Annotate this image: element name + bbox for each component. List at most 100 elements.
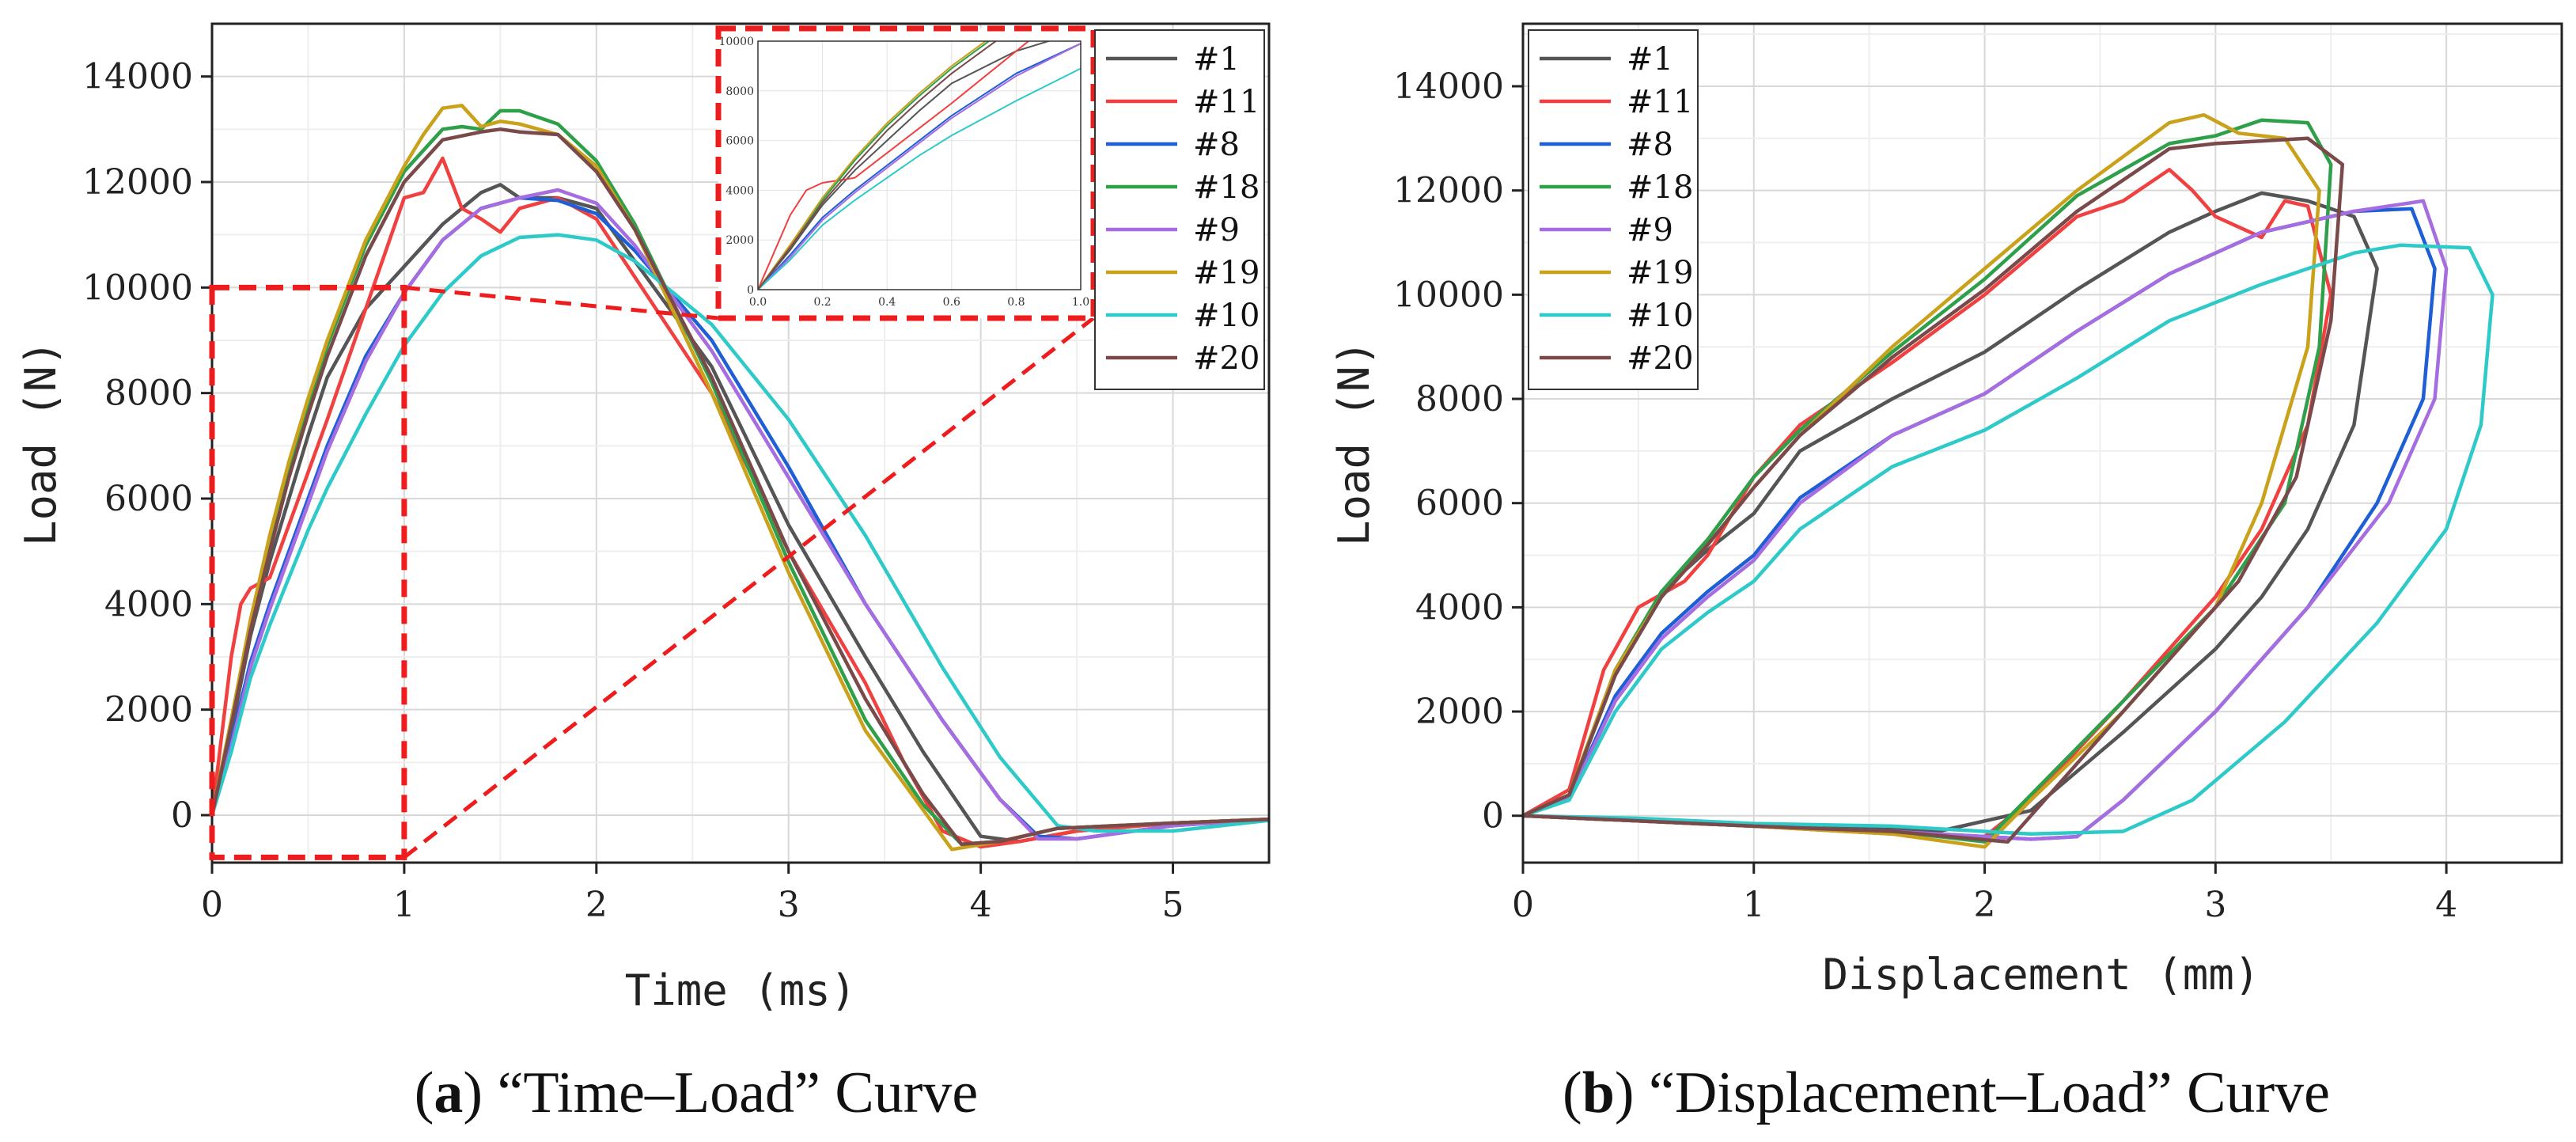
caption-b-text: “Displacement–Load” Curve [1635,1060,2330,1125]
panel-a-legend-label-n18: #18 [1193,169,1260,206]
caption-a: (a) “Time–Load” Curve [415,1060,978,1125]
panel-b-series [1521,112,2495,849]
panel-b-legend: #1 #11 #8 #18 #9 #19 #10 #20 [1528,29,1699,390]
panel-b-legend-box [1528,29,1699,390]
panel-a-inset-xtick-label: 1.0 [1072,296,1089,309]
panel-a-inset-series-n8 [758,43,1081,290]
panel-a-series-n9 [210,188,1270,841]
panel-a-xtick-label: 2 [585,885,608,925]
panel-a-inset-xtick-label: 0.6 [943,296,960,309]
panel-a-series-n19 [210,104,1270,852]
panel-a-ytick-label: 4000 [104,584,193,624]
panel-a-legend-label-n20: #20 [1193,340,1260,377]
panel-b-series-n18 [1522,118,2333,844]
panel-a-legend-label-n1: #1 [1193,41,1240,78]
panel-a-inset-bg [718,28,1093,318]
panel-b-ticks: 0 1 2 3 4 0 2000 4000 6000 8000 10000 12000 14000 [1393,66,2457,925]
panel-a-inset-ytick-label: 2000 [725,234,754,247]
panel-a-inset-series [758,41,1081,290]
panel-a-zoom-connector [403,285,719,321]
panel-a-legend: #1 #11 #8 #18 #9 #19 #10 #20 [1094,29,1265,390]
panel-a-legend-label-n11: #11 [1193,84,1260,120]
panel-b-xtick-label: 2 [1974,885,1996,925]
panel-a-inset-xtick-label: 0.0 [749,296,767,309]
panel-a-inset-series-n11 [758,41,1030,290]
panel-b-ytick-label: 8000 [1415,379,1504,419]
panel-a-inset-ytick-label: 8000 [725,85,754,98]
panel-a-series [210,104,1270,852]
panel-b-displacement-load: 0 1 2 3 4 0 2000 4000 6000 8000 10000 12000 14000 #1… [1329,22,2563,1000]
caption-a-text: “Time–Load” Curve [483,1060,978,1125]
panel-b-legend-label-n20: #20 [1627,340,1693,377]
panel-b-ylabel: Load (N) [1329,340,1379,546]
panel-b-legend-label-n18: #18 [1627,169,1693,206]
panel-a-inset: 0.0 0.2 0.4 0.6 0.8 1.0 0 2000 4000 6000 8000 10000 [715,25,1097,321]
panel-a-ytick-label: 6000 [104,479,193,519]
panel-a-legend-box [1094,29,1265,390]
panel-a-legend-label-n19: #19 [1193,255,1260,291]
panel-a-xlabel: Time (ms) [625,966,857,1015]
panel-a-inset-series-n20 [758,41,998,290]
panel-a-legend-label-n10: #10 [1193,298,1260,334]
panel-a-legend-label-n9: #9 [1193,212,1240,249]
panel-a-zoom-box [209,284,407,860]
panel-a-inset-border [715,25,1097,321]
panel-b-ytick-label: 4000 [1415,587,1504,628]
panel-b-xtick-label: 0 [1512,885,1534,925]
panel-a-ytick-label: 0 [171,795,193,836]
panel-b-ytick-label: 0 [1482,796,1504,837]
panel-b-ytick-label: 2000 [1415,692,1504,732]
panel-b-xtick-label: 4 [2435,885,2457,925]
caption-b-letter: b [1582,1060,1615,1125]
panel-b-legend-label-n1: #1 [1627,41,1673,78]
panel-a-inset-xtick-label: 0.2 [813,296,831,309]
panel-b-ytick-label: 14000 [1393,66,1504,107]
panel-a-zoom-connector [403,317,1095,859]
panel-b-ytick-label: 10000 [1393,275,1504,315]
panel-b-legend-label-n19: #19 [1627,255,1693,291]
panel-a-inset-ytick-label: 0 [747,284,754,297]
panel-a-series-n20 [210,127,1270,846]
panel-a-xtick-label: 5 [1162,885,1184,925]
panel-a-ytick-label: 14000 [82,57,193,97]
panel-b-ytick-label: 12000 [1393,171,1504,211]
panel-a-ytick-label: 10000 [82,267,193,308]
panel-b-legend-label-n10: #10 [1627,298,1693,334]
panel-a-inset-ytick-label: 6000 [725,135,754,148]
panel-a-plot-frame [210,22,1271,864]
panel-a-legend-label-n8: #8 [1193,127,1240,163]
panel-a-ylabel: Load (N) [16,340,66,546]
panel-a-xtick-label: 4 [970,885,992,925]
panel-a-inset-series-n19 [758,41,987,290]
panel-b-plot-frame [1521,22,2563,864]
panel-a-inset-xtick-label: 0.8 [1007,296,1025,309]
panel-a-ytick-label: 2000 [104,690,193,730]
panel-a-inset-ytick-label: 4000 [725,184,754,197]
panel-b-xtick-label: 1 [1743,885,1765,925]
panel-a-series-n10 [210,233,1270,833]
panel-a-xtick-label: 0 [201,885,223,925]
panel-b-legend-label-n11: #11 [1627,84,1693,120]
panel-b-series-n9 [1522,199,2449,841]
panel-b-legend-label-n9: #9 [1627,212,1673,249]
panel-a-zoom-indicator [209,284,1095,860]
caption-b: (b) “Displacement–Load” Curve [1563,1060,2330,1125]
panel-b-xtick-label: 3 [2204,885,2226,925]
panel-a-inset-frame [757,40,1082,290]
panel-b-series-n10 [1522,243,2495,837]
panel-a-inset-series-n1 [758,41,1051,290]
panel-a-xtick-label: 1 [393,885,415,925]
panel-b-legend-label-n8: #8 [1627,127,1673,163]
panel-a-ticks: 0 1 2 3 4 5 0 2000 4000 6000 8000 10000 12000 14000 [82,57,1184,925]
panel-b-ytick-label: 6000 [1415,484,1504,524]
panel-a-ytick-label: 8000 [104,374,193,414]
panel-b-xlabel: Displacement (mm) [1823,950,2260,1000]
panel-a-inset-series-n9 [758,43,1081,290]
panel-a-inset-xtick-label: 0.4 [878,296,896,309]
panel-a-ytick-label: 12000 [82,162,193,203]
panel-a-xtick-label: 3 [778,885,800,925]
caption-a-letter: a [434,1060,463,1125]
panel-b-series-n20 [1522,136,2345,844]
panel-a-time-load: 0 1 2 3 4 5 0 2000 4000 6000 8000 10000 12000 14000 0… [16,22,1271,1015]
